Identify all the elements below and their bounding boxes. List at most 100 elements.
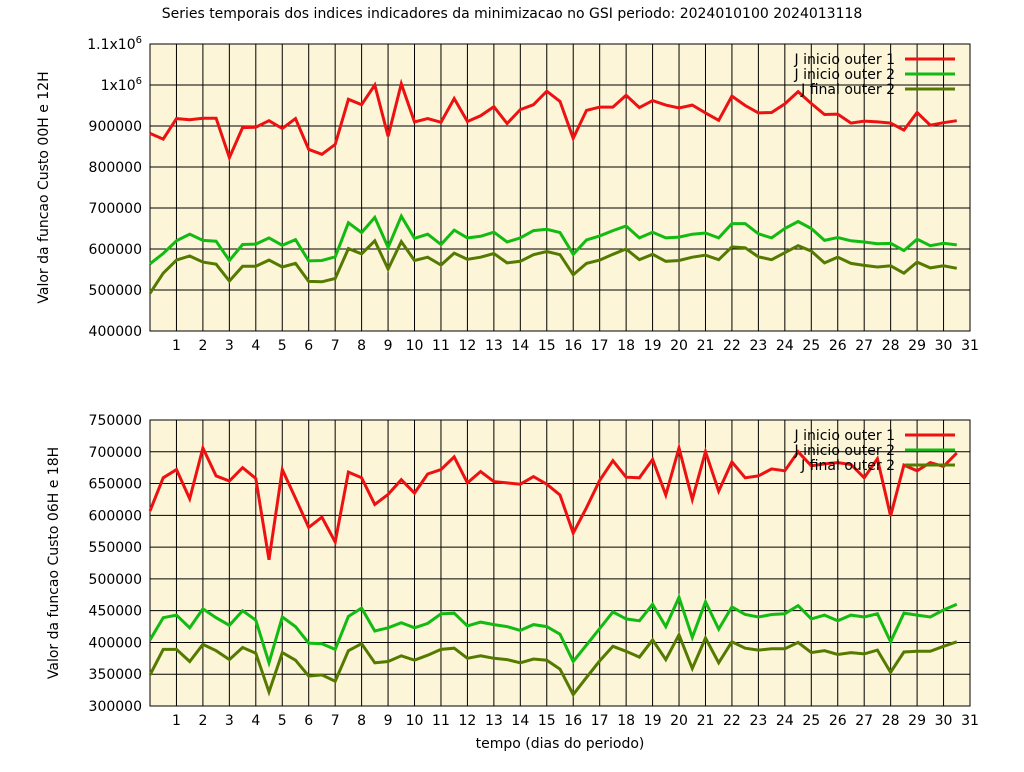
x-tick-label: 25	[802, 338, 820, 354]
plot-background	[150, 44, 970, 331]
x-tick-label: 28	[882, 713, 900, 729]
series-line-1	[149, 78, 958, 162]
x-tick-label: 29	[908, 338, 926, 354]
x-tick-label: 1	[172, 338, 181, 354]
legend-label: J inicio outer 2	[794, 443, 896, 459]
y-tick-label: 750000	[89, 413, 142, 429]
series-line-1	[148, 442, 958, 561]
x-tick-label: 10	[406, 338, 424, 354]
y-tick-label: 700000	[89, 445, 142, 461]
x-tick-label: 18	[617, 713, 635, 729]
x-tick-label: 23	[749, 713, 767, 729]
x-tick-label: 27	[855, 338, 873, 354]
x-tick-label: 26	[829, 338, 847, 354]
x-tick-label: 16	[564, 338, 582, 354]
x-tick-label: 18	[617, 338, 635, 354]
x-tick-label: 11	[432, 713, 450, 729]
y-tick-label: 900000	[89, 119, 142, 135]
y-tick-label: 600000	[89, 242, 142, 258]
y-tick-label: 800000	[89, 160, 142, 176]
y-axis-label: Valor da funcao Custo 06H e 18H	[46, 447, 62, 679]
x-tick-label: 31	[961, 338, 979, 354]
x-tick-label: 23	[749, 338, 767, 354]
series-line-2	[148, 593, 958, 669]
x-tick-label: 24	[776, 338, 794, 354]
x-tick-label: 7	[331, 338, 340, 354]
legend-label: J final outer 2	[800, 82, 895, 98]
x-tick-label: 8	[357, 713, 366, 729]
x-tick-label: 17	[591, 338, 609, 354]
y-tick-label: 450000	[89, 604, 142, 620]
x-tick-label: 5	[278, 338, 287, 354]
legend-label: J inicio outer 2	[794, 67, 896, 83]
y-tick-label: 300000	[89, 699, 142, 715]
y-tick-label: 400000	[89, 324, 142, 340]
series-line-3	[148, 238, 958, 295]
x-tick-label: 8	[357, 338, 366, 354]
x-tick-label: 16	[564, 713, 582, 729]
x-tick-label: 10	[406, 713, 424, 729]
x-tick-label: 2	[198, 338, 207, 354]
x-tick-label: 4	[251, 713, 260, 729]
x-tick-label: 21	[697, 713, 715, 729]
y-tick-label: 400000	[89, 635, 142, 651]
x-tick-label: 14	[511, 338, 529, 354]
x-tick-label: 26	[829, 713, 847, 729]
plot-frame	[149, 43, 971, 332]
legend-label: J inicio outer 1	[794, 52, 896, 68]
x-tick-label: 30	[935, 713, 953, 729]
x-tick-label: 22	[723, 713, 741, 729]
x-tick-label: 24	[776, 713, 794, 729]
x-tick-label: 9	[384, 338, 393, 354]
x-tick-label: 19	[644, 338, 662, 354]
plot-frame	[149, 419, 971, 707]
x-tick-label: 27	[855, 713, 873, 729]
y-tick-label: 1.1x106	[87, 35, 142, 53]
x-tick-label: 17	[591, 713, 609, 729]
x-tick-label: 30	[935, 338, 953, 354]
x-tick-label: 11	[432, 338, 450, 354]
x-tick-label: 15	[538, 338, 556, 354]
x-tick-label: 20	[670, 713, 688, 729]
x-tick-label: 15	[538, 713, 556, 729]
y-tick-label: 1x106	[101, 76, 142, 94]
x-tick-label: 25	[802, 713, 820, 729]
y-axis-label: Valor da funcao Custo 00H e 12H	[36, 71, 52, 303]
chart-title: Series temporais dos indices indicadores…	[162, 6, 863, 22]
y-tick-label: 550000	[89, 540, 142, 556]
x-tick-label: 13	[485, 713, 503, 729]
y-tick-label: 650000	[89, 477, 142, 493]
x-tick-label: 3	[225, 338, 234, 354]
x-tick-label: 22	[723, 338, 741, 354]
x-tick-label: 29	[908, 713, 926, 729]
x-tick-label: 12	[459, 713, 477, 729]
y-tick-label: 500000	[89, 572, 142, 588]
x-tick-label: 14	[511, 713, 529, 729]
y-tick-label: 350000	[89, 667, 142, 683]
x-tick-label: 19	[644, 713, 662, 729]
y-tick-label: 500000	[89, 283, 142, 299]
x-tick-label: 13	[485, 338, 503, 354]
x-tick-label: 12	[459, 338, 477, 354]
x-tick-label: 6	[304, 338, 313, 354]
legend-label: J inicio outer 1	[794, 428, 896, 444]
top-panel: 400000 500000 600000 700000 800000 900000 1x10…	[36, 35, 979, 354]
x-tick-label: 4	[251, 338, 260, 354]
x-tick-label: 28	[882, 338, 900, 354]
x-tick-label: 21	[697, 338, 715, 354]
x-tick-label: 5	[278, 713, 287, 729]
x-tick-label: 1	[172, 713, 181, 729]
plot-background	[150, 420, 970, 706]
legend-label: J final outer 2	[800, 458, 895, 474]
series-line-2	[149, 212, 957, 265]
y-tick-label: 700000	[89, 201, 142, 217]
x-tick-label: 7	[331, 713, 340, 729]
x-tick-label: 6	[304, 713, 313, 729]
series-line-3	[148, 631, 958, 698]
x-tick-label: 31	[961, 713, 979, 729]
bottom-panel: 300000 350000 400000 450000 500000 550000 6000…	[46, 413, 979, 752]
x-tick-label: 9	[384, 713, 393, 729]
x-tick-label: 2	[198, 713, 207, 729]
